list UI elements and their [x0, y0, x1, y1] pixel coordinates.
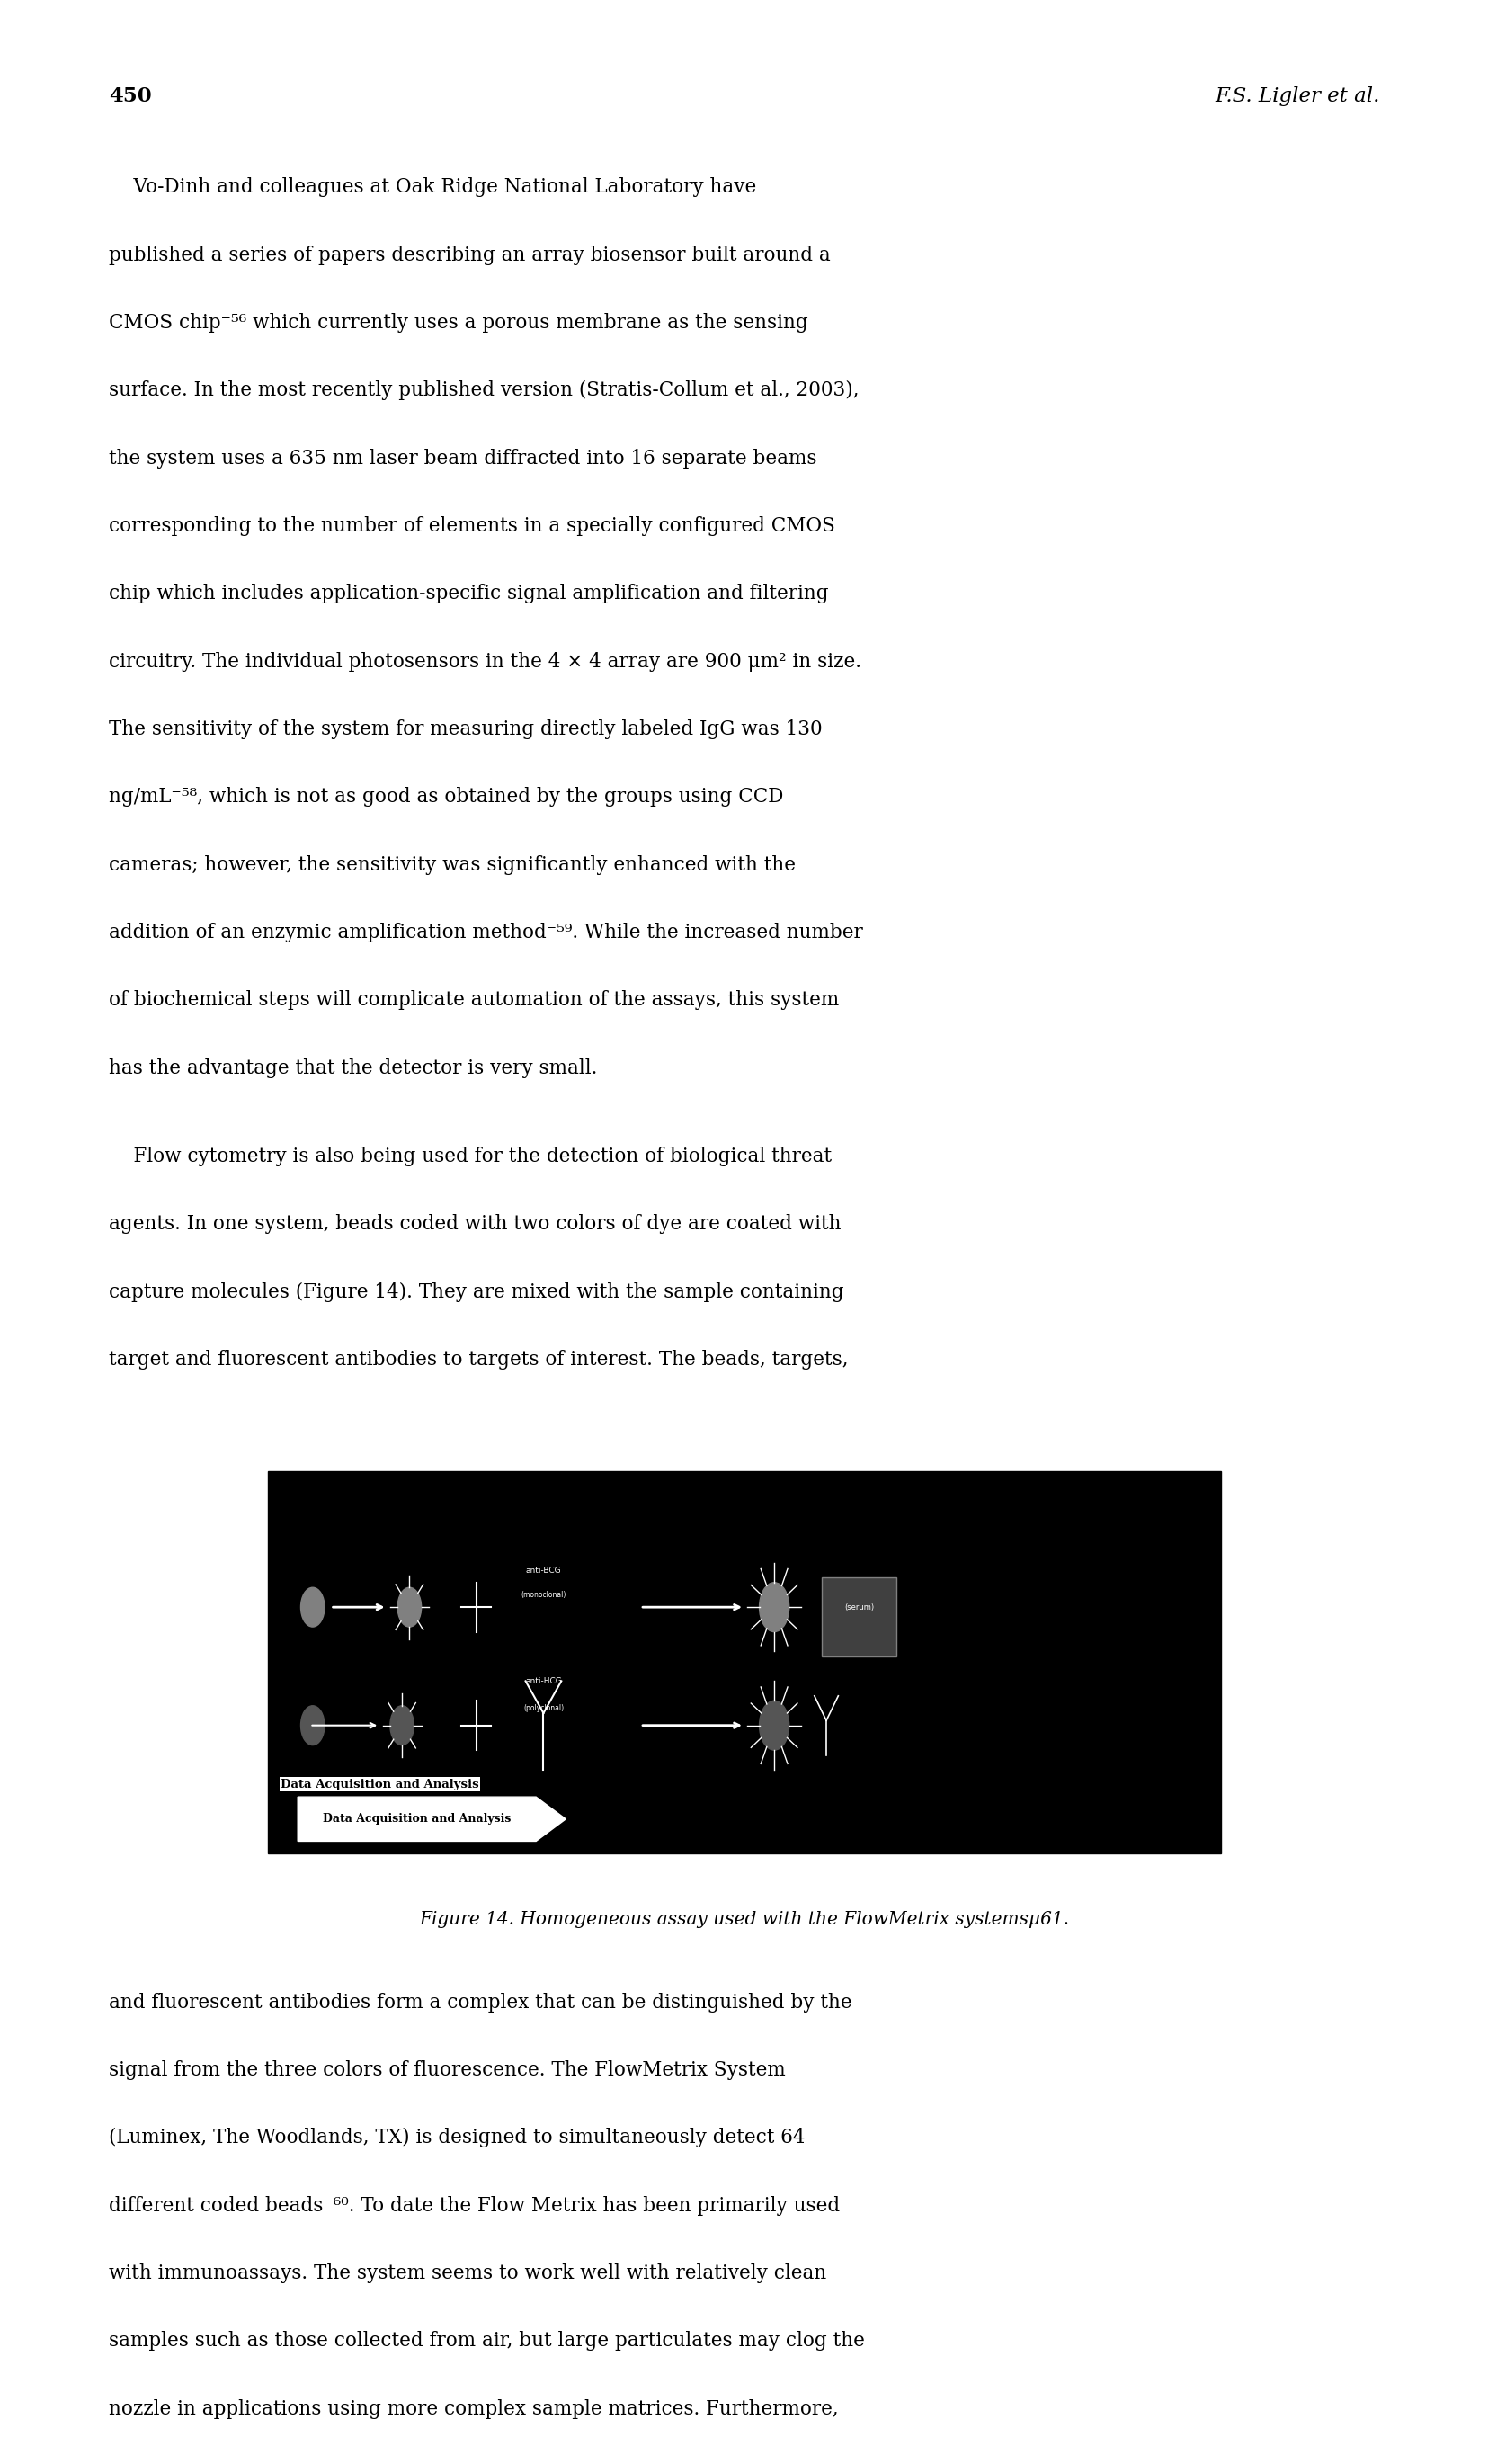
Text: capture molecules (Figure 14). They are mixed with the sample containing: capture molecules (Figure 14). They are …	[109, 1281, 844, 1301]
Text: anti-BCG: anti-BCG	[525, 1567, 561, 1574]
Text: F.S. Ligler et al.: F.S. Ligler et al.	[1214, 86, 1379, 106]
Circle shape	[301, 1705, 324, 1745]
Text: the system uses a 635 nm laser beam diffracted into 16 separate beams: the system uses a 635 nm laser beam diff…	[109, 448, 817, 468]
Text: Vo-Dinh and colleagues at Oak Ridge National Laboratory have: Vo-Dinh and colleagues at Oak Ridge Nati…	[109, 177, 756, 197]
Circle shape	[397, 1587, 421, 1626]
Text: Data Acquisition and Analysis: Data Acquisition and Analysis	[323, 1814, 510, 1826]
Text: ng/mL⁻⁵⁸, which is not as good as obtained by the groups using CCD: ng/mL⁻⁵⁸, which is not as good as obtain…	[109, 786, 783, 808]
Text: addition of an enzymic amplification method⁻⁵⁹. While the increased number: addition of an enzymic amplification met…	[109, 922, 862, 944]
Text: different coded beads⁻⁶⁰. To date the Flow Metrix has been primarily used: different coded beads⁻⁶⁰. To date the Fl…	[109, 2195, 839, 2215]
Circle shape	[390, 1705, 414, 1745]
Circle shape	[301, 1587, 324, 1626]
Text: (serum): (serum)	[844, 1604, 873, 1611]
Text: circuitry. The individual photosensors in the 4 × 4 array are 900 μm² in size.: circuitry. The individual photosensors i…	[109, 650, 860, 673]
FancyBboxPatch shape	[268, 1471, 1220, 1853]
Text: has the advantage that the detector is very small.: has the advantage that the detector is v…	[109, 1057, 597, 1079]
Text: published a series of papers describing an array biosensor built around a: published a series of papers describing …	[109, 244, 830, 266]
FancyBboxPatch shape	[821, 1577, 896, 1656]
Text: (polyclonal): (polyclonal)	[522, 1705, 564, 1712]
Text: target and fluorescent antibodies to targets of interest. The beads, targets,: target and fluorescent antibodies to tar…	[109, 1350, 848, 1370]
Text: anti-HCG: anti-HCG	[525, 1678, 561, 1685]
Text: Figure 14. Homogeneous assay used with the FlowMetrix systemsµ61.: Figure 14. Homogeneous assay used with t…	[420, 1912, 1068, 1929]
Text: chip which includes application-specific signal amplification and filtering: chip which includes application-specific…	[109, 584, 827, 604]
Text: (monoclonal): (monoclonal)	[521, 1592, 565, 1599]
Text: signal from the three colors of fluorescence. The FlowMetrix System: signal from the three colors of fluoresc…	[109, 2060, 786, 2080]
Text: with immunoassays. The system seems to work well with relatively clean: with immunoassays. The system seems to w…	[109, 2264, 826, 2284]
Text: and fluorescent antibodies form a complex that can be distinguished by the: and fluorescent antibodies form a comple…	[109, 1993, 851, 2013]
Text: of biochemical steps will complicate automation of the assays, this system: of biochemical steps will complicate aut…	[109, 991, 838, 1010]
FancyArrow shape	[298, 1796, 565, 1841]
Text: 450: 450	[109, 86, 152, 106]
Circle shape	[759, 1700, 789, 1749]
Text: The sensitivity of the system for measuring directly labeled IgG was 130: The sensitivity of the system for measur…	[109, 719, 821, 739]
Text: corresponding to the number of elements in a specially configured CMOS: corresponding to the number of elements …	[109, 515, 835, 537]
Text: (Luminex, The Woodlands, TX) is designed to simultaneously detect 64: (Luminex, The Woodlands, TX) is designed…	[109, 2129, 805, 2149]
Circle shape	[759, 1582, 789, 1631]
Text: CMOS chip⁻⁵⁶ which currently uses a porous membrane as the sensing: CMOS chip⁻⁵⁶ which currently uses a poro…	[109, 313, 808, 333]
Text: Data Acquisition and Analysis: Data Acquisition and Analysis	[280, 1779, 479, 1791]
Text: samples such as those collected from air, but large particulates may clog the: samples such as those collected from air…	[109, 2331, 865, 2351]
Text: Flow cytometry is also being used for the detection of biological threat: Flow cytometry is also being used for th…	[109, 1146, 832, 1165]
Text: agents. In one system, beads coded with two colors of dye are coated with: agents. In one system, beads coded with …	[109, 1215, 841, 1234]
Text: cameras; however, the sensitivity was significantly enhanced with the: cameras; however, the sensitivity was si…	[109, 855, 795, 875]
Text: surface. In the most recently published version (Stratis-Collum et al., 2003),: surface. In the most recently published …	[109, 379, 859, 402]
Text: nozzle in applications using more complex sample matrices. Furthermore,: nozzle in applications using more comple…	[109, 2400, 838, 2420]
